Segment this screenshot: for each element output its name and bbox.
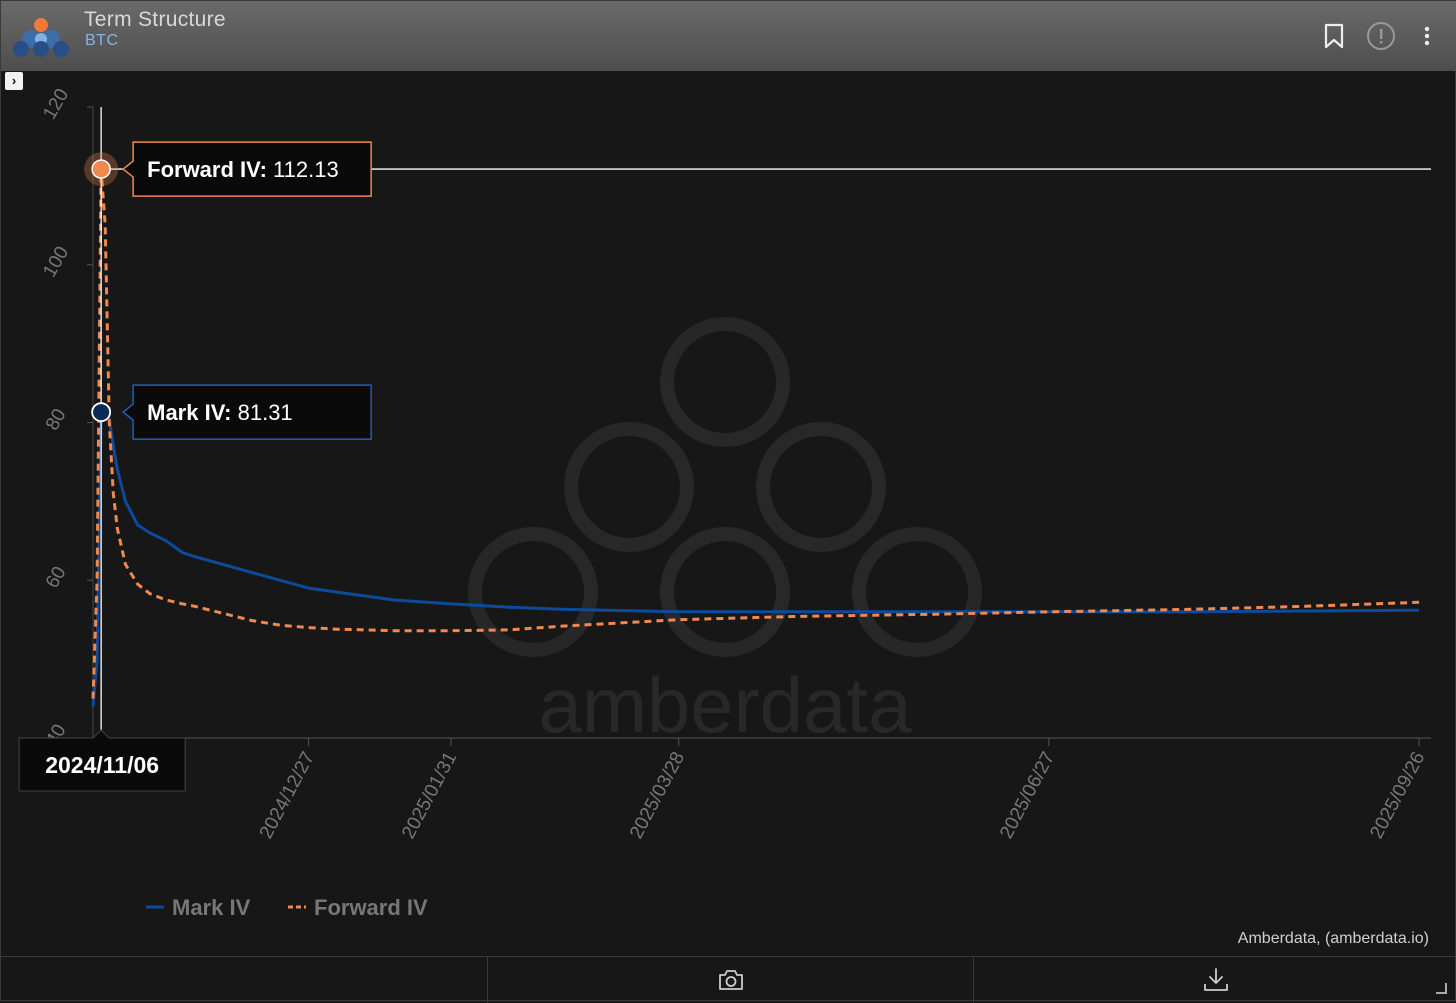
legend-label: Mark IV bbox=[172, 895, 251, 920]
legend-label: Forward IV bbox=[314, 895, 428, 920]
screenshot-button[interactable] bbox=[488, 957, 973, 1003]
watermark-circle bbox=[564, 422, 694, 552]
x-tick-label: 2025/01/31 bbox=[398, 748, 461, 842]
x-tick-label: 2025/06/27 bbox=[996, 748, 1059, 842]
crosshair-date-box bbox=[18, 729, 186, 792]
legend-item-mark-iv[interactable]: Mark IV bbox=[146, 895, 251, 920]
widget-subtitle: BTC bbox=[85, 32, 119, 49]
chart-legend: Mark IV Forward IV bbox=[146, 895, 428, 920]
watermark-circle bbox=[756, 422, 886, 552]
y-tick-label: 60 bbox=[42, 563, 71, 592]
forward-iv-tooltip: Forward IV: 112.13 bbox=[121, 141, 372, 197]
watermark-logo bbox=[468, 317, 982, 657]
x-tick-label: 2025/03/28 bbox=[626, 748, 689, 842]
forward-iv-tooltip-label: Forward IV: bbox=[147, 157, 273, 182]
watermark-circle bbox=[660, 527, 790, 657]
mark-iv-tooltip-value: 81.31 bbox=[238, 400, 293, 425]
watermark-circle bbox=[468, 527, 598, 657]
window-header: Term Structure BTC bbox=[1, 1, 1456, 71]
x-tick-label: 2025/09/26 bbox=[1366, 748, 1429, 842]
y-tick-label: 100 bbox=[39, 243, 73, 281]
legend-item-forward-iv[interactable]: Forward IV bbox=[288, 895, 428, 920]
mark-iv-tooltip: Mark IV: 81.31 bbox=[121, 384, 372, 440]
mark-iv-tooltip-text: Mark IV: 81.31 bbox=[147, 400, 293, 425]
crosshair-date-label: 2024/11/06 bbox=[18, 729, 186, 792]
series-line-forward-iv bbox=[91, 167, 1420, 699]
mark-iv-point bbox=[91, 402, 112, 423]
series-line-mark-iv bbox=[91, 408, 1420, 707]
toolbar-divider bbox=[487, 957, 488, 1003]
x-tick-label: 2024/12/27 bbox=[256, 748, 319, 842]
more-vertical-icon[interactable] bbox=[1415, 21, 1439, 51]
alert-icon[interactable] bbox=[1365, 21, 1397, 51]
forward-iv-tooltip-text: Forward IV: 112.13 bbox=[147, 157, 339, 182]
mark-iv-tooltip-label: Mark IV: bbox=[147, 400, 237, 425]
toolbar-divider bbox=[973, 957, 974, 1003]
download-button[interactable] bbox=[974, 957, 1456, 1003]
crosshair-date-text: 2024/11/06 bbox=[45, 752, 159, 778]
toolbar-empty-cell bbox=[1, 957, 487, 1003]
bottom-toolbar bbox=[1, 956, 1456, 1003]
watermark-circle bbox=[660, 317, 790, 447]
forward-iv-point bbox=[91, 159, 111, 179]
y-tick-label: 80 bbox=[42, 405, 71, 434]
chevron-right-icon[interactable]: › bbox=[5, 72, 23, 90]
mark-iv-tooltip-box bbox=[121, 384, 372, 440]
resize-handle[interactable] bbox=[1436, 983, 1447, 994]
watermark-circle bbox=[852, 527, 982, 657]
y-tick-label: 120 bbox=[39, 85, 73, 123]
amberdata-logo-icon bbox=[13, 18, 69, 57]
watermark-text: amberdata bbox=[539, 661, 913, 749]
bookmark-icon[interactable] bbox=[1320, 21, 1348, 51]
forward-iv-tooltip-box bbox=[121, 141, 372, 197]
forward-iv-tooltip-value: 112.13 bbox=[273, 157, 339, 182]
widget-title: Term Structure bbox=[84, 8, 226, 31]
download-icon bbox=[1203, 968, 1228, 991]
camera-icon bbox=[718, 970, 743, 990]
chart-credit[interactable]: Amberdata, (amberdata.io) bbox=[1237, 930, 1429, 947]
